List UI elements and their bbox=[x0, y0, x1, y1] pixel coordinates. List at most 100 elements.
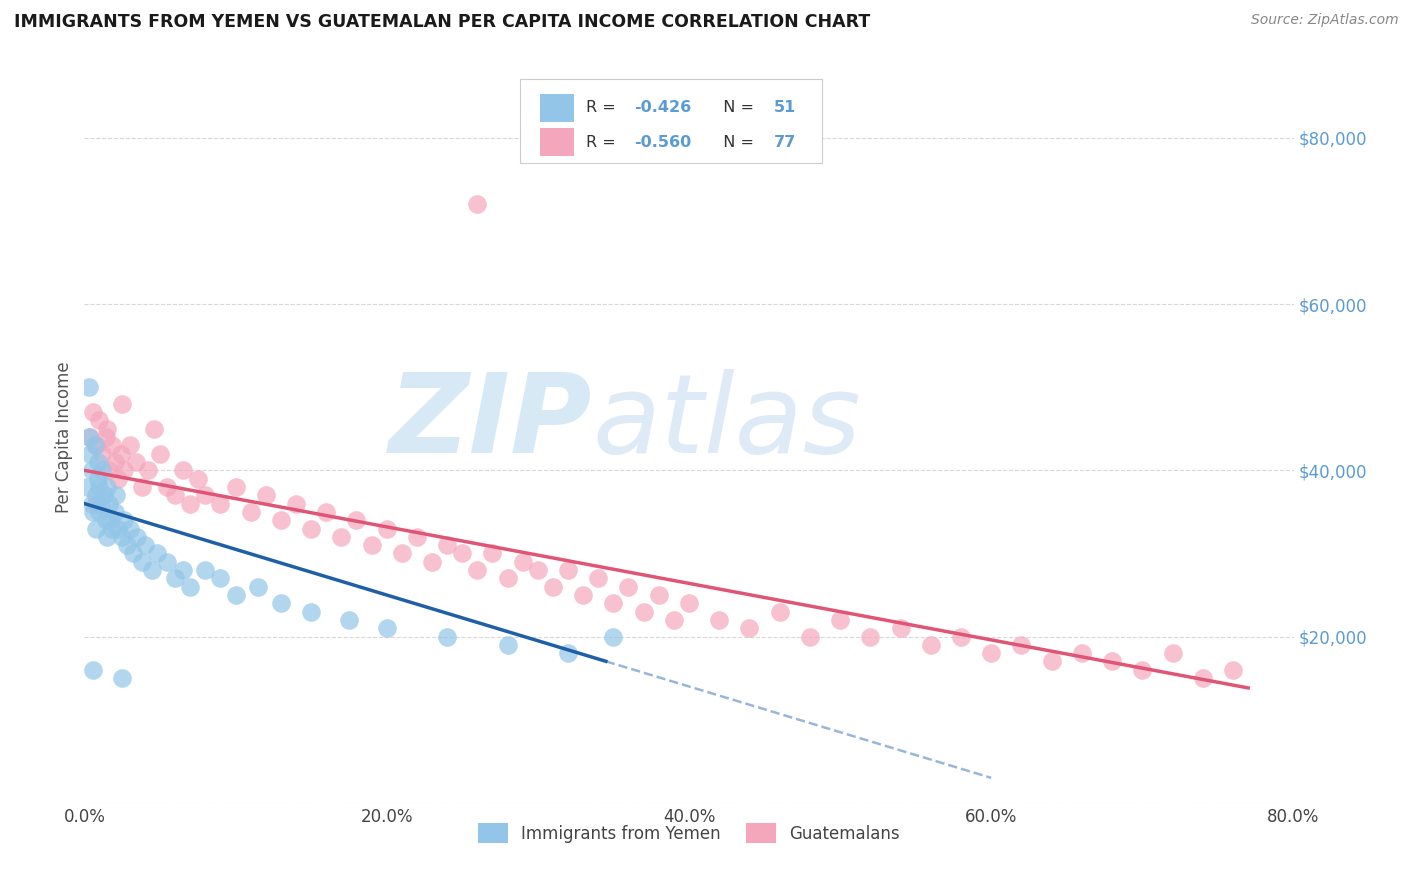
Y-axis label: Per Capita Income: Per Capita Income bbox=[55, 361, 73, 513]
Point bbox=[1161, 646, 1184, 660]
Point bbox=[104, 505, 127, 519]
Point bbox=[406, 530, 429, 544]
Point bbox=[149, 447, 172, 461]
Point bbox=[602, 630, 624, 644]
Point bbox=[481, 546, 503, 560]
Point bbox=[709, 613, 731, 627]
Point bbox=[77, 380, 100, 394]
Point bbox=[769, 605, 792, 619]
Point bbox=[588, 571, 610, 585]
Point bbox=[225, 480, 247, 494]
Text: atlas: atlas bbox=[592, 369, 860, 476]
Point bbox=[512, 555, 534, 569]
Point bbox=[156, 555, 179, 569]
Point bbox=[239, 505, 262, 519]
Point bbox=[557, 646, 579, 660]
Point bbox=[111, 530, 134, 544]
Point bbox=[541, 580, 564, 594]
Point bbox=[136, 463, 159, 477]
Point bbox=[112, 463, 135, 477]
Point bbox=[86, 497, 108, 511]
Point bbox=[90, 497, 112, 511]
Point bbox=[97, 463, 120, 477]
Point bbox=[131, 480, 153, 494]
Point bbox=[270, 513, 292, 527]
Point bbox=[98, 513, 121, 527]
Text: IMMIGRANTS FROM YEMEN VS GUATEMALAN PER CAPITA INCOME CORRELATION CHART: IMMIGRANTS FROM YEMEN VS GUATEMALAN PER … bbox=[14, 13, 870, 31]
Point bbox=[1130, 663, 1153, 677]
Point bbox=[118, 438, 141, 452]
Text: 77: 77 bbox=[773, 135, 796, 150]
Point bbox=[496, 571, 519, 585]
Point bbox=[79, 447, 101, 461]
Text: Source: ZipAtlas.com: Source: ZipAtlas.com bbox=[1251, 13, 1399, 28]
Bar bbox=[540, 128, 574, 156]
Point bbox=[360, 538, 382, 552]
Point bbox=[527, 563, 550, 577]
Point bbox=[859, 630, 882, 644]
Point bbox=[194, 563, 217, 577]
Point bbox=[375, 521, 398, 535]
Text: N =: N = bbox=[713, 135, 759, 150]
Point bbox=[1011, 638, 1033, 652]
Point bbox=[131, 555, 153, 569]
Point bbox=[82, 505, 104, 519]
Point bbox=[141, 563, 163, 577]
Point bbox=[179, 580, 201, 594]
Point bbox=[91, 463, 114, 477]
Point bbox=[115, 538, 138, 552]
Text: R =: R = bbox=[586, 135, 621, 150]
Point bbox=[100, 438, 122, 452]
Point bbox=[209, 571, 232, 585]
Point bbox=[107, 521, 129, 535]
Text: R =: R = bbox=[586, 100, 621, 115]
Point bbox=[87, 455, 110, 469]
Point bbox=[179, 497, 201, 511]
Text: ZIP: ZIP bbox=[388, 369, 592, 476]
Point bbox=[107, 472, 129, 486]
Point bbox=[82, 405, 104, 419]
Point bbox=[93, 488, 115, 502]
Point bbox=[172, 463, 194, 477]
Point bbox=[337, 613, 360, 627]
Text: -0.426: -0.426 bbox=[634, 100, 692, 115]
Point bbox=[96, 480, 118, 494]
Point bbox=[104, 455, 127, 469]
Point bbox=[94, 430, 117, 444]
Point bbox=[1101, 655, 1123, 669]
Point bbox=[1222, 663, 1244, 677]
Point bbox=[648, 588, 671, 602]
Point bbox=[89, 480, 111, 494]
Point bbox=[125, 455, 148, 469]
Point bbox=[346, 513, 368, 527]
Point bbox=[496, 638, 519, 652]
Point bbox=[118, 521, 141, 535]
Point bbox=[247, 580, 270, 594]
Point bbox=[89, 505, 111, 519]
FancyBboxPatch shape bbox=[520, 78, 823, 163]
Point bbox=[96, 530, 118, 544]
Point bbox=[96, 422, 118, 436]
Point bbox=[100, 521, 122, 535]
Point bbox=[134, 538, 156, 552]
Point bbox=[830, 613, 852, 627]
Point bbox=[76, 480, 98, 494]
Point bbox=[950, 630, 973, 644]
Point bbox=[194, 488, 217, 502]
Point bbox=[77, 430, 100, 444]
Point bbox=[451, 546, 474, 560]
Point bbox=[270, 596, 292, 610]
Point bbox=[172, 563, 194, 577]
Point bbox=[299, 605, 322, 619]
Point bbox=[375, 621, 398, 635]
Point bbox=[980, 646, 1002, 660]
Point bbox=[572, 588, 595, 602]
Point bbox=[225, 588, 247, 602]
Point bbox=[678, 596, 700, 610]
Text: 51: 51 bbox=[773, 100, 796, 115]
Point bbox=[86, 488, 108, 502]
Point bbox=[1071, 646, 1094, 660]
Point bbox=[84, 438, 107, 452]
Point bbox=[209, 497, 232, 511]
Point bbox=[105, 488, 128, 502]
